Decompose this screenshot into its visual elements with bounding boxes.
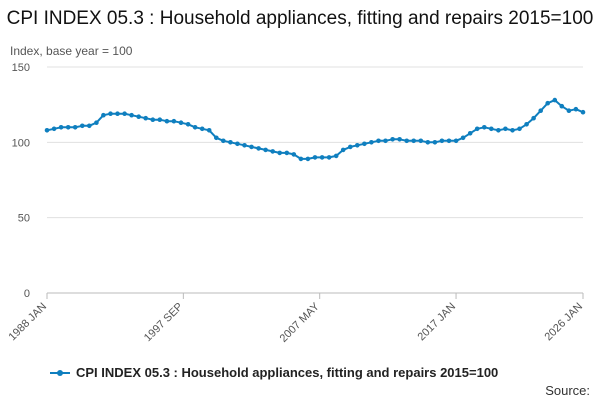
y-tick-label: 50 [18,213,30,225]
data-point[interactable] [517,126,522,132]
data-point[interactable] [58,125,64,130]
data-point[interactable] [460,135,466,141]
chart-title: CPI INDEX 05.3 : Household appliances, f… [6,8,594,29]
y-tick-label: 150 [12,62,30,74]
data-point[interactable] [206,128,212,133]
data-point[interactable] [503,126,508,132]
data-point[interactable] [390,137,395,142]
data-point[interactable] [383,138,388,144]
data-point[interactable] [235,141,240,147]
data-point[interactable] [214,135,219,141]
data-point[interactable] [425,140,431,145]
data-point[interactable] [157,117,163,122]
x-tick-label: 2026 JAN [542,301,585,344]
x-tick-label: 1997 SEP [142,301,186,345]
data-point[interactable] [482,125,487,130]
data-point[interactable] [566,108,572,113]
data-point[interactable] [404,138,410,144]
data-point[interactable] [580,109,586,115]
data-point[interactable] [94,120,99,125]
data-point[interactable] [108,111,113,116]
data-point[interactable] [143,115,148,121]
data-point[interactable] [531,115,536,121]
data-point[interactable] [51,126,57,132]
data-point[interactable] [101,112,106,118]
data-point[interactable] [305,156,311,162]
data-point[interactable] [446,138,452,144]
data-point[interactable] [298,156,304,162]
data-point[interactable] [326,155,332,160]
data-point[interactable] [411,138,417,144]
data-point[interactable] [362,141,367,147]
data-point[interactable] [538,108,543,113]
data-point[interactable] [72,125,78,130]
y-axis-label: Index, base year = 100 [10,44,133,58]
data-point[interactable] [418,138,424,144]
data-point[interactable] [312,155,318,160]
data-point[interactable] [552,97,558,103]
data-point[interactable] [355,143,360,148]
axes: 0 50 100 150 1988 JAN 1997 SEP 2007 MAY 2017 JA… [6,62,585,345]
data-point[interactable] [467,131,473,136]
legend-label: CPI INDEX 05.3 : Household appliances, f… [76,365,499,380]
data-point[interactable] [397,137,402,142]
data-point[interactable] [87,123,92,129]
data-point[interactable] [228,140,233,145]
data-point[interactable] [319,155,325,160]
data-point[interactable] [376,138,381,144]
data-point[interactable] [291,152,297,157]
data-point[interactable] [369,140,374,145]
data-point[interactable] [185,122,191,127]
data-point[interactable] [432,140,438,145]
x-tick-label: 2007 MAY [278,300,323,345]
data-point[interactable] [496,128,501,133]
data-point[interactable] [340,147,346,153]
source-label: Source: [545,383,590,398]
data-point[interactable] [192,125,198,130]
x-tick-label: 2017 JAN [416,301,459,344]
data-point[interactable] [270,149,276,154]
data-point[interactable] [249,144,254,150]
data-point[interactable] [242,143,247,148]
data-point[interactable] [489,126,494,132]
data-point[interactable] [263,147,268,153]
line-chart: 0 50 100 150 1988 JAN 1997 SEP 2007 MAY 2017 JA… [6,62,586,345]
data-point[interactable] [284,150,290,156]
data-point[interactable] [474,126,480,132]
data-point[interactable] [65,125,71,130]
y-tick-label: 100 [12,137,30,149]
series-layer [44,97,586,162]
data-point[interactable] [129,112,134,118]
data-point[interactable] [348,144,353,150]
y-tick-label: 0 [24,288,30,300]
data-point[interactable] [199,126,205,132]
data-point[interactable] [44,128,50,133]
data-point[interactable] [439,138,445,144]
data-point[interactable] [221,138,226,144]
data-point[interactable] [171,118,177,124]
data-point[interactable] [559,103,565,109]
data-point[interactable] [178,120,184,125]
data-point[interactable] [333,153,339,159]
data-point[interactable] [453,138,459,144]
data-point[interactable] [277,150,283,156]
data-point[interactable] [524,122,529,127]
data-point[interactable] [545,100,550,106]
grid-lines [47,66,583,294]
x-tick-label: 1988 JAN [6,301,49,344]
data-point[interactable] [510,128,515,133]
data-point[interactable] [115,111,120,116]
data-point[interactable] [164,118,170,124]
data-point[interactable] [150,117,156,122]
series-line [46,99,584,160]
legend-marker-icon [50,368,70,378]
data-point[interactable] [256,146,261,151]
data-point[interactable] [573,106,579,112]
data-point[interactable] [80,123,85,129]
data-point[interactable] [136,114,141,119]
legend[interactable]: CPI INDEX 05.3 : Household appliances, f… [50,365,498,380]
data-point[interactable] [122,111,127,116]
legend-dot [57,369,63,376]
